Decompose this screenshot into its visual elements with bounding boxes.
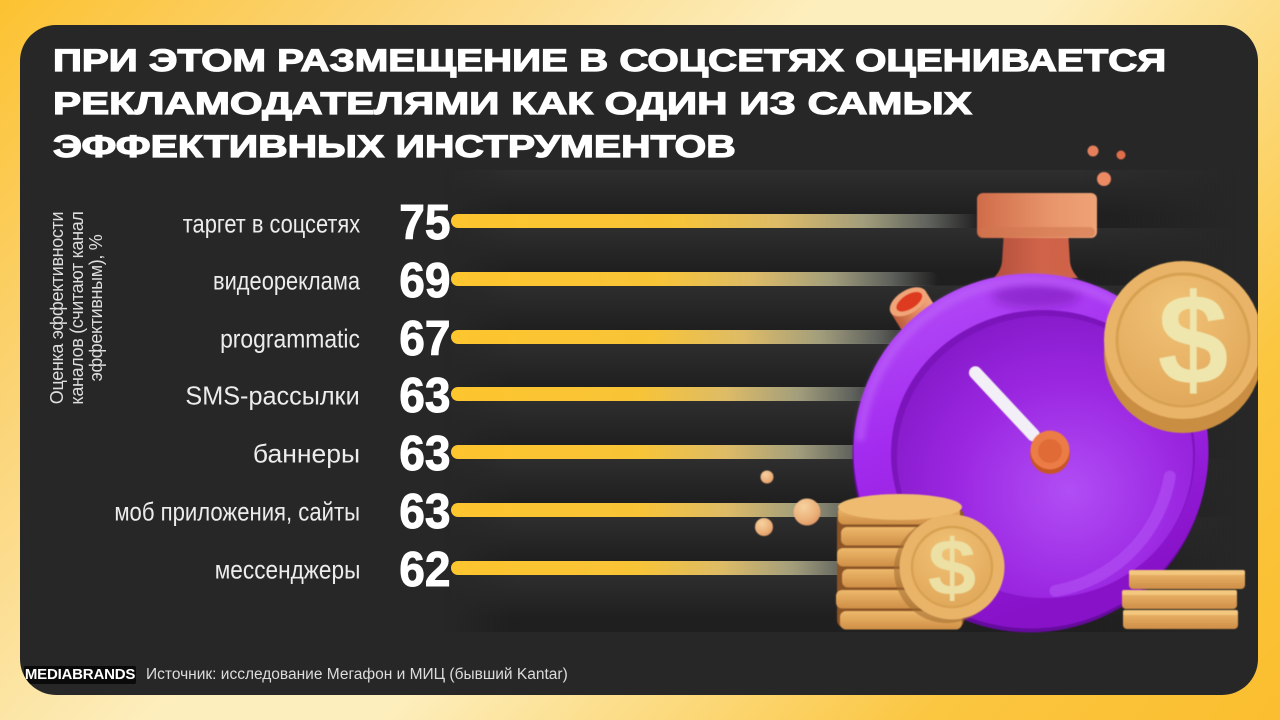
svg-text:$: $ <box>928 522 976 612</box>
svg-text:$: $ <box>1157 268 1228 412</box>
